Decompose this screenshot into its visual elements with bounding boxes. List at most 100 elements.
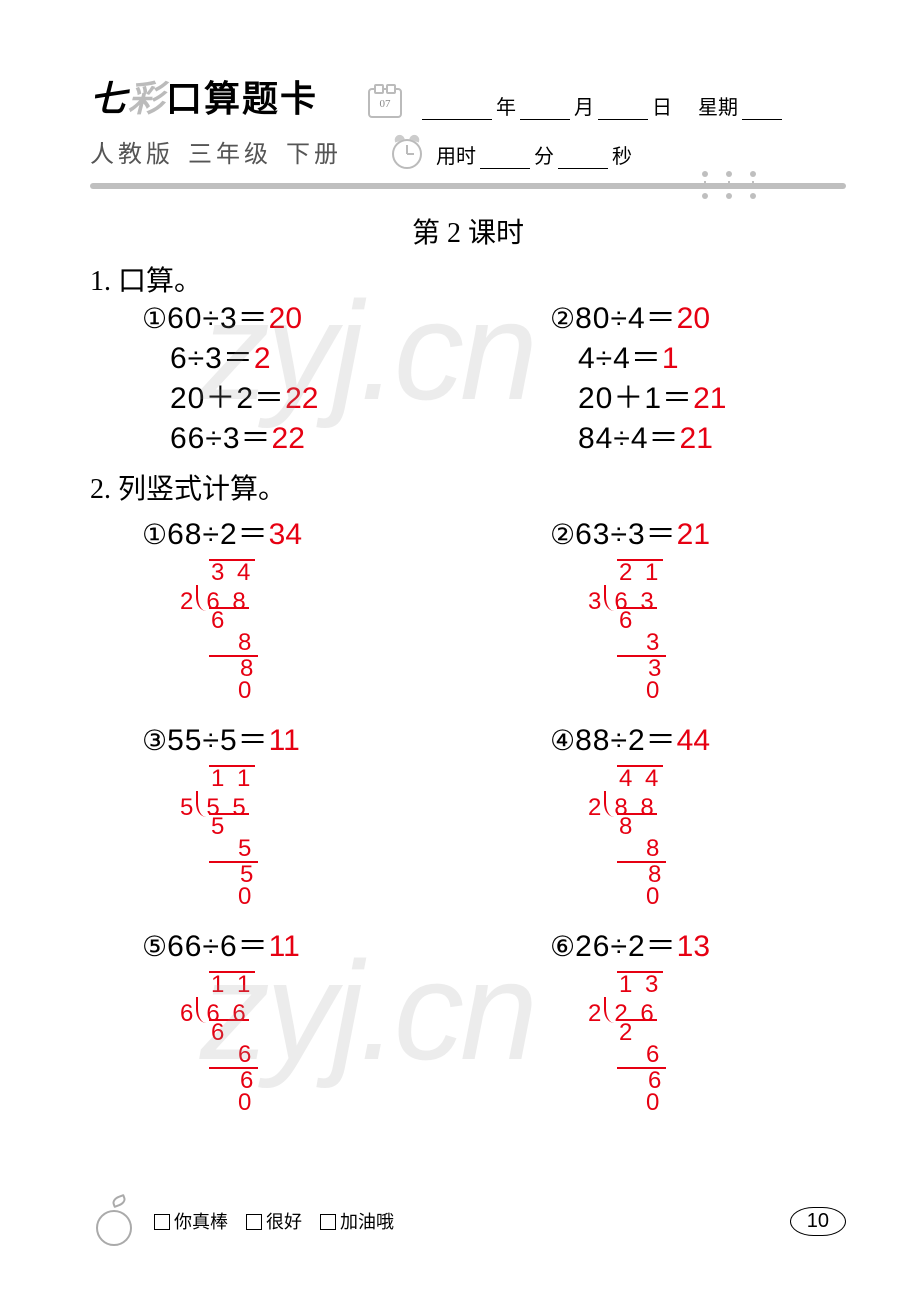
- year-blank[interactable]: [422, 102, 492, 120]
- section2-col-right: ②63÷3＝21 2 136 3 6 3 3 0④88÷2＝44 4 428 8…: [498, 507, 846, 1133]
- answer: 13: [677, 930, 710, 963]
- answer: 21: [677, 518, 710, 551]
- section2-col-left: ①68÷2＝34 3 426 8 6 8 8 0③55÷5＝11 1 155 5…: [90, 507, 438, 1133]
- long-division-problem: ②63÷3＝21 2 136 3 6 3 3 0: [498, 515, 846, 703]
- circled-number: ②: [550, 515, 575, 555]
- page-number: 10: [790, 1207, 846, 1236]
- equation-line: ②80÷4＝20: [498, 299, 846, 339]
- long-division-problem: ③55÷5＝11 1 155 5 5 5 5 0: [90, 721, 438, 909]
- brand-char-cai: 彩: [128, 79, 166, 119]
- equation-line: 6÷3＝2: [90, 339, 438, 379]
- equation-line: 66÷3＝22: [90, 419, 438, 459]
- equation-line: ①60÷3＝20: [90, 299, 438, 339]
- equation-line: ③55÷5＝11: [90, 721, 438, 761]
- section2-columns: ①68÷2＝34 3 426 8 6 8 8 0③55÷5＝11 1 155 5…: [90, 507, 846, 1133]
- day-label: 日: [652, 91, 672, 120]
- header-row-2: 人教版 三年级 下册 用时 分 秒: [90, 134, 846, 169]
- circled-number: ⑤: [142, 927, 167, 967]
- rating-checkboxes: 你真棒很好加油哦: [154, 1208, 394, 1234]
- header-row-1: 七彩口算题卡 07 年 月 日 星期: [90, 70, 846, 122]
- answer: 20: [677, 302, 710, 335]
- equation-line: 20＋1＝21: [498, 379, 846, 419]
- answer: 22: [285, 382, 318, 415]
- long-division-work: 3 426 8 6 8 8 0: [180, 559, 438, 703]
- answer: 1: [662, 342, 679, 375]
- footer-left: 你真棒很好加油哦: [90, 1196, 394, 1246]
- equation-line: 4÷4＝1: [498, 339, 846, 379]
- minute-blank[interactable]: [480, 151, 530, 169]
- equation-line: ⑥26÷2＝13: [498, 927, 846, 967]
- binding-stitch: [702, 173, 708, 199]
- edition-label: 人教版: [90, 134, 174, 169]
- equation-line: ①68÷2＝34: [90, 515, 438, 555]
- time-label: 用时: [436, 140, 476, 169]
- answer: 20: [269, 302, 302, 335]
- section2-label: 2. 列竖式计算。: [90, 467, 846, 507]
- answer: 2: [254, 342, 271, 375]
- rating-option[interactable]: 你真棒: [154, 1208, 228, 1234]
- volume-label: 下册: [286, 134, 342, 169]
- lesson-title: 第 2 课时: [90, 211, 846, 251]
- long-division-work: 2 136 3 6 3 3 0: [588, 559, 846, 703]
- calendar-icon: 07: [368, 88, 402, 118]
- calendar-number: 07: [370, 98, 400, 110]
- equation-line: ⑤66÷6＝11: [90, 927, 438, 967]
- long-division-problem: ⑤66÷6＝11 1 166 6 6 6 6 0: [90, 927, 438, 1115]
- minute-label: 分: [534, 140, 554, 169]
- clock-icon: [392, 139, 422, 169]
- circled-number: ②: [550, 299, 575, 339]
- grade-label: 三年级: [188, 134, 272, 169]
- section1-columns: ①60÷3＝206÷3＝220＋2＝2266÷3＝22 ②80÷4＝204÷4＝…: [90, 299, 846, 459]
- long-division-problem: ⑥26÷2＝13 1 322 6 2 6 6 0: [498, 927, 846, 1115]
- checkbox-icon: [154, 1214, 170, 1230]
- section1-col-left: ①60÷3＝206÷3＝220＋2＝2266÷3＝22: [90, 299, 438, 459]
- circled-number: ⑥: [550, 927, 575, 967]
- weekday-blank[interactable]: [742, 102, 782, 120]
- checkbox-icon: [320, 1214, 336, 1230]
- circled-number: ①: [142, 299, 167, 339]
- date-fields: 年 月 日 星期: [422, 91, 782, 120]
- second-blank[interactable]: [558, 151, 608, 169]
- answer: 22: [272, 422, 305, 455]
- answer: 21: [680, 422, 713, 455]
- answer: 11: [269, 930, 300, 963]
- answer: 11: [269, 724, 300, 757]
- long-division-work: 1 155 5 5 5 5 0: [180, 765, 438, 909]
- section1-col-right: ②80÷4＝204÷4＝120＋1＝2184÷4＝21: [498, 299, 846, 459]
- month-blank[interactable]: [520, 102, 570, 120]
- binding-stitch: [726, 173, 732, 199]
- equation-line: 20＋2＝22: [90, 379, 438, 419]
- circled-number: ④: [550, 721, 575, 761]
- weekday-label: 星期: [698, 91, 738, 120]
- answer: 44: [677, 724, 710, 757]
- mascot-icon: [90, 1196, 140, 1246]
- long-division-problem: ④88÷2＝44 4 428 8 8 8 8 0: [498, 721, 846, 909]
- brand-title: 七彩口算题卡: [90, 70, 318, 122]
- rating-option[interactable]: 很好: [246, 1208, 302, 1234]
- answer: 34: [269, 518, 302, 551]
- header-divider: [90, 183, 846, 189]
- year-label: 年: [496, 91, 516, 120]
- equation-line: ②63÷3＝21: [498, 515, 846, 555]
- time-fields: 用时 分 秒: [436, 140, 632, 169]
- equation-line: 84÷4＝21: [498, 419, 846, 459]
- long-division-work: 1 166 6 6 6 6 0: [180, 971, 438, 1115]
- long-division-work: 4 428 8 8 8 8 0: [588, 765, 846, 909]
- binding-stitch: [750, 173, 756, 199]
- brand-rest: 口算题卡: [166, 79, 318, 119]
- answer: 21: [693, 382, 726, 415]
- day-blank[interactable]: [598, 102, 648, 120]
- section1-label: 1. 口算。: [90, 259, 846, 299]
- long-division-problem: ①68÷2＝34 3 426 8 6 8 8 0: [90, 515, 438, 703]
- month-label: 月: [574, 91, 594, 120]
- second-label: 秒: [612, 140, 632, 169]
- brand-char-qi: 七: [90, 79, 128, 119]
- equation-line: ④88÷2＝44: [498, 721, 846, 761]
- circled-number: ①: [142, 515, 167, 555]
- footer: 你真棒很好加油哦 10: [90, 1196, 846, 1246]
- worksheet-page: zyj.cn zyj.cn 七彩口算题卡 07 年 月 日 星期 人教版 三年级…: [0, 0, 916, 1173]
- checkbox-icon: [246, 1214, 262, 1230]
- long-division-work: 1 322 6 2 6 6 0: [588, 971, 846, 1115]
- circled-number: ③: [142, 721, 167, 761]
- rating-option[interactable]: 加油哦: [320, 1208, 394, 1234]
